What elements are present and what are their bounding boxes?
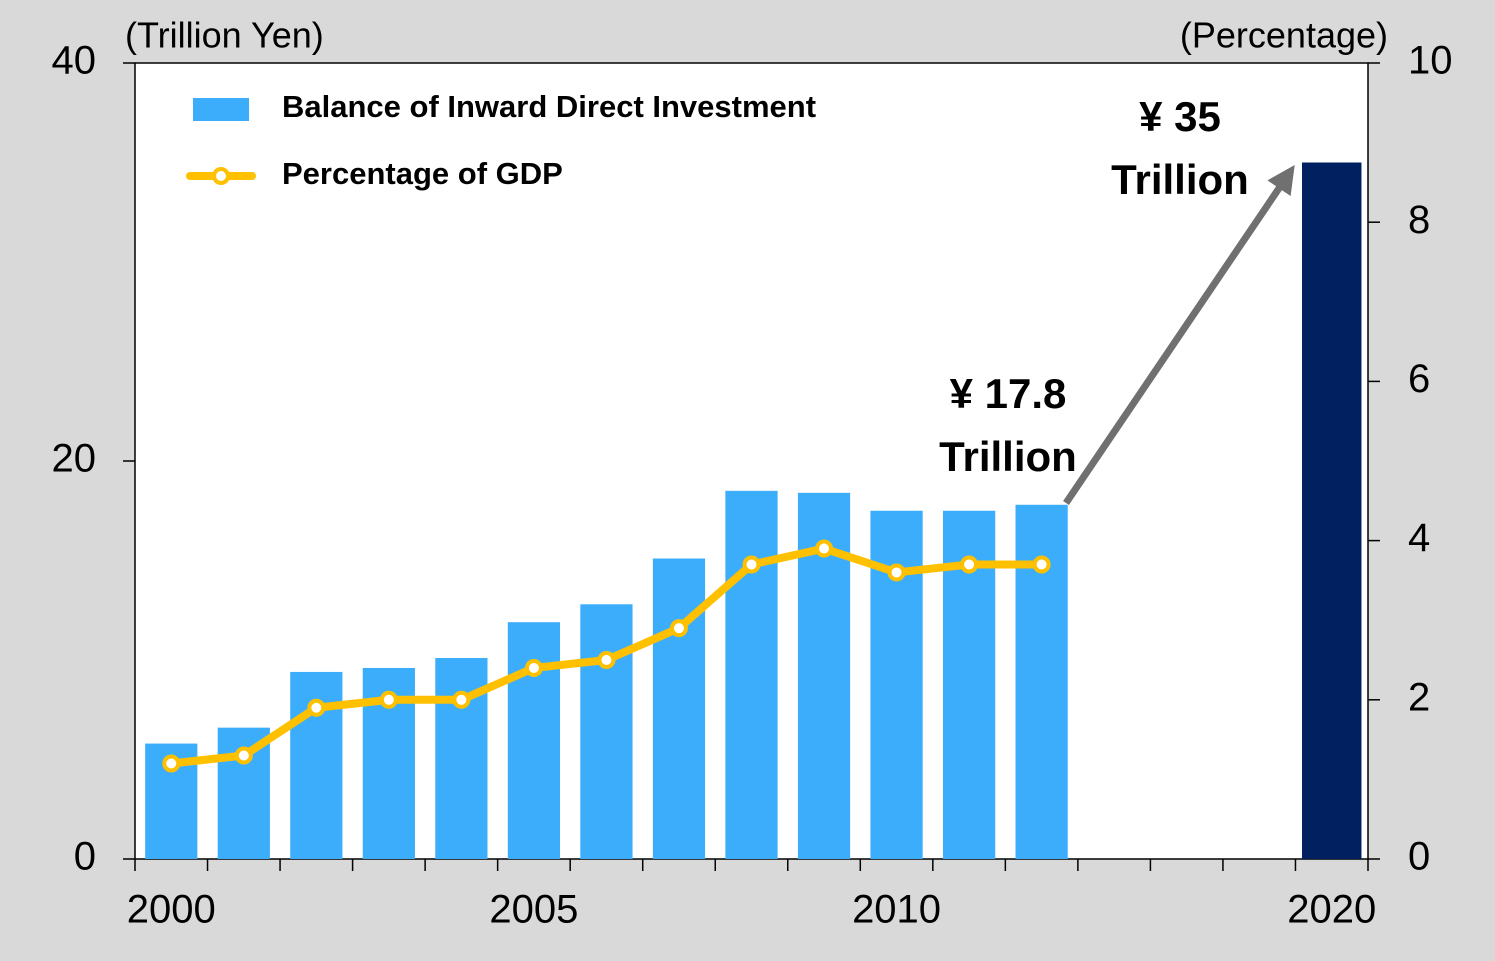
- y2-tick-label: 8: [1408, 198, 1430, 242]
- x-tick-label: 2010: [852, 888, 941, 932]
- bar: [725, 490, 778, 859]
- line-marker: [162, 754, 181, 773]
- y2-tick-label: 10: [1408, 39, 1453, 83]
- y2-tick-label: 0: [1408, 835, 1430, 879]
- x-tick-label: 2000: [127, 888, 216, 932]
- line-marker: [452, 690, 471, 709]
- line-marker: [887, 563, 906, 582]
- line-marker: [597, 651, 616, 669]
- legend-label: Balance of Inward Direct Investment: [282, 89, 816, 124]
- y-axis-label: (Trillion Yen): [125, 15, 324, 56]
- bar: [1301, 162, 1362, 859]
- y2-tick-label: 6: [1408, 357, 1430, 401]
- x-tick-label: 2020: [1287, 888, 1376, 932]
- y-tick-label: 40: [52, 39, 97, 83]
- line-marker: [742, 555, 761, 574]
- bar: [580, 604, 633, 859]
- legend-swatch-marker: [212, 167, 230, 185]
- legend-label: Percentage of GDP: [282, 156, 563, 191]
- bar: [507, 622, 561, 859]
- line-marker: [379, 690, 398, 709]
- y2-tick-label: 4: [1408, 516, 1430, 560]
- y-tick-label: 20: [52, 437, 97, 481]
- line-marker: [524, 658, 543, 677]
- y-tick-label: 0: [74, 835, 96, 879]
- annotation: Trillion: [939, 433, 1077, 480]
- line-marker: [960, 555, 979, 574]
- annotation: ¥ 35: [1139, 93, 1221, 140]
- annotation: Trillion: [1111, 156, 1249, 203]
- arrow: [1063, 165, 1295, 505]
- y2-tick-label: 2: [1408, 675, 1430, 719]
- line-marker: [669, 619, 688, 638]
- line-marker: [234, 746, 253, 765]
- line-marker: [1032, 555, 1051, 574]
- marks: [145, 162, 1362, 859]
- line-marker: [815, 539, 834, 558]
- line-marker: [307, 698, 326, 717]
- y2-axis-label: (Percentage): [1180, 15, 1388, 56]
- annotation: ¥ 17.8: [950, 370, 1067, 417]
- bar: [652, 558, 706, 859]
- x-tick-label: 2005: [489, 888, 578, 932]
- legend-swatch: [193, 98, 249, 121]
